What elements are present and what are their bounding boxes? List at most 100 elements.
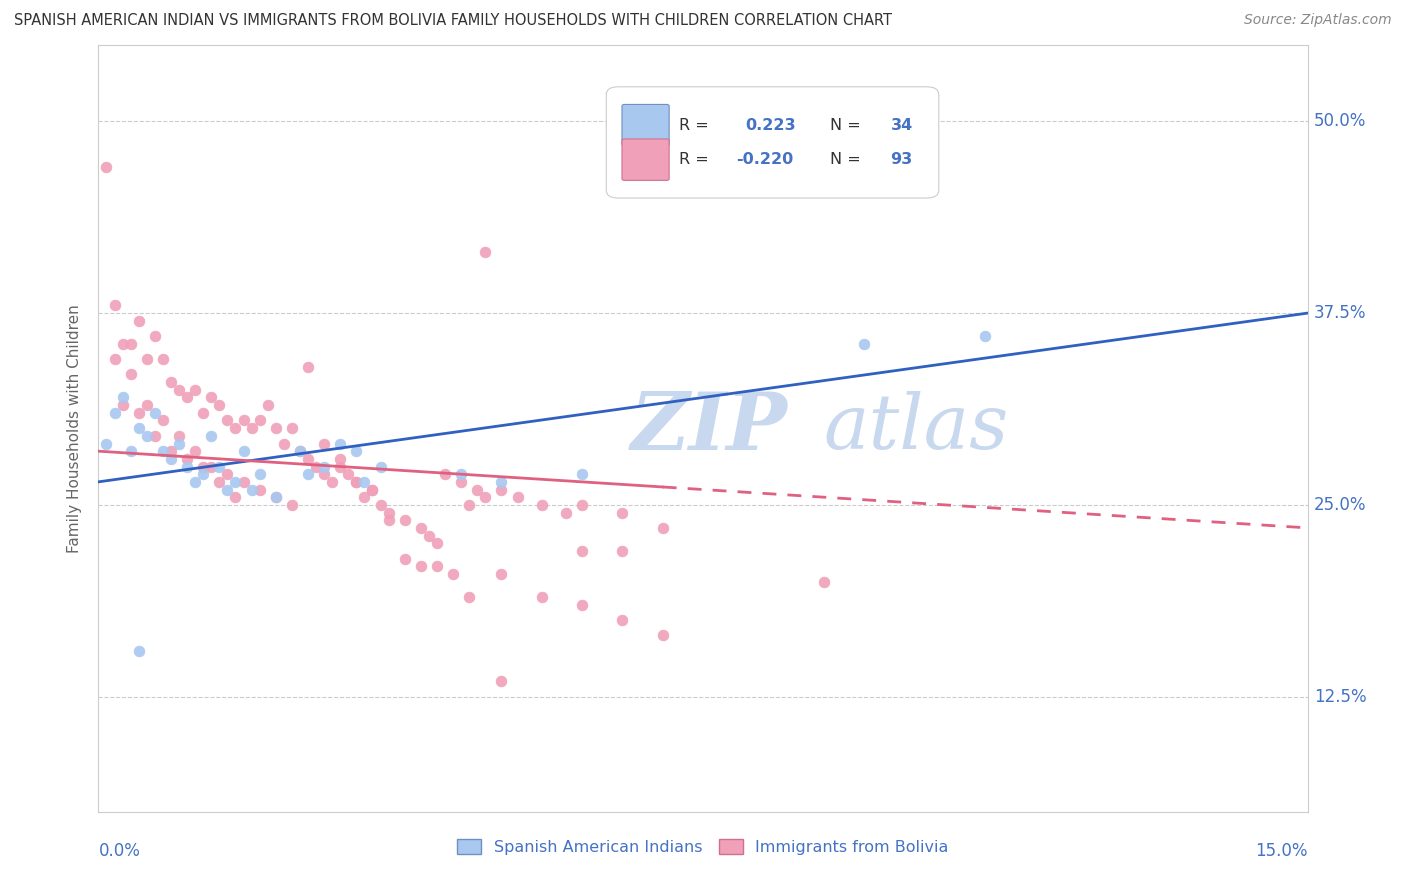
- Text: 93: 93: [890, 153, 912, 167]
- Point: [120, 336, 142, 351]
- Point: [217, 467, 239, 482]
- Point: [160, 451, 183, 466]
- Point: [530, 498, 553, 512]
- Point: [200, 391, 222, 405]
- Point: [120, 368, 142, 382]
- Point: [96, 161, 118, 175]
- Point: [426, 536, 449, 550]
- Point: [426, 559, 449, 574]
- Point: [200, 429, 222, 443]
- Point: [329, 459, 352, 474]
- Point: [152, 444, 174, 458]
- Text: N =: N =: [830, 153, 860, 167]
- Point: [344, 475, 367, 489]
- Point: [297, 451, 319, 466]
- Text: 50.0%: 50.0%: [1313, 112, 1367, 130]
- Point: [314, 467, 336, 482]
- Point: [377, 513, 399, 527]
- Point: [571, 544, 593, 558]
- Point: [167, 436, 190, 450]
- Point: [193, 467, 215, 482]
- Point: [555, 506, 578, 520]
- Point: [208, 398, 231, 412]
- Point: [353, 490, 375, 504]
- Point: [394, 513, 416, 527]
- Point: [176, 459, 198, 474]
- Point: [337, 467, 360, 482]
- Point: [128, 406, 150, 420]
- Text: 12.5%: 12.5%: [1313, 688, 1367, 706]
- Point: [103, 352, 125, 367]
- Point: [152, 352, 174, 367]
- Point: [167, 429, 190, 443]
- Point: [224, 490, 246, 504]
- Point: [530, 590, 553, 604]
- Point: [571, 467, 593, 482]
- Text: Source: ZipAtlas.com: Source: ZipAtlas.com: [1244, 13, 1392, 28]
- Point: [434, 467, 457, 482]
- Point: [491, 475, 513, 489]
- Point: [160, 444, 183, 458]
- Point: [612, 613, 634, 627]
- Point: [321, 475, 343, 489]
- Point: [281, 498, 304, 512]
- FancyBboxPatch shape: [606, 87, 939, 198]
- Text: ZIP: ZIP: [630, 390, 787, 467]
- Point: [264, 421, 287, 435]
- Point: [120, 444, 142, 458]
- Point: [249, 483, 271, 497]
- Point: [612, 544, 634, 558]
- Point: [200, 459, 222, 474]
- Text: R =: R =: [679, 153, 709, 167]
- Point: [491, 674, 513, 689]
- Text: N =: N =: [830, 118, 860, 133]
- Point: [506, 490, 529, 504]
- Point: [103, 298, 125, 312]
- Point: [281, 421, 304, 435]
- Point: [208, 459, 231, 474]
- Point: [128, 643, 150, 657]
- Point: [409, 521, 432, 535]
- Text: atlas: atlas: [824, 392, 1010, 465]
- Point: [111, 398, 134, 412]
- Point: [128, 421, 150, 435]
- Text: 0.223: 0.223: [745, 118, 796, 133]
- Point: [264, 490, 287, 504]
- Point: [458, 590, 481, 604]
- Point: [329, 451, 352, 466]
- Point: [143, 329, 166, 343]
- Point: [465, 483, 488, 497]
- Point: [651, 521, 673, 535]
- FancyBboxPatch shape: [621, 104, 669, 146]
- Text: 0.0%: 0.0%: [98, 842, 141, 861]
- Point: [249, 413, 271, 427]
- Point: [329, 436, 352, 450]
- FancyBboxPatch shape: [621, 139, 669, 180]
- Point: [344, 444, 367, 458]
- Point: [256, 398, 278, 412]
- Point: [474, 490, 496, 504]
- Point: [184, 444, 207, 458]
- Text: -0.220: -0.220: [735, 153, 793, 167]
- Point: [450, 467, 472, 482]
- Point: [208, 475, 231, 489]
- Point: [853, 336, 876, 351]
- Point: [160, 375, 183, 389]
- Point: [450, 475, 472, 489]
- Point: [232, 444, 254, 458]
- Point: [111, 336, 134, 351]
- Point: [96, 436, 118, 450]
- Text: 37.5%: 37.5%: [1313, 304, 1367, 322]
- Point: [152, 413, 174, 427]
- Point: [167, 383, 190, 397]
- Point: [111, 391, 134, 405]
- Point: [240, 421, 263, 435]
- Point: [361, 483, 384, 497]
- Y-axis label: Family Households with Children: Family Households with Children: [67, 304, 83, 552]
- Point: [377, 506, 399, 520]
- Point: [571, 598, 593, 612]
- Point: [491, 483, 513, 497]
- Point: [184, 383, 207, 397]
- Point: [370, 498, 392, 512]
- Point: [217, 483, 239, 497]
